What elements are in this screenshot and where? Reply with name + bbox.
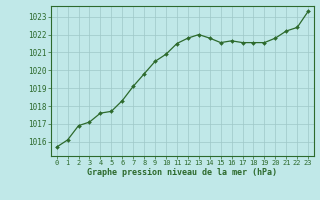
X-axis label: Graphe pression niveau de la mer (hPa): Graphe pression niveau de la mer (hPa) — [87, 168, 277, 177]
